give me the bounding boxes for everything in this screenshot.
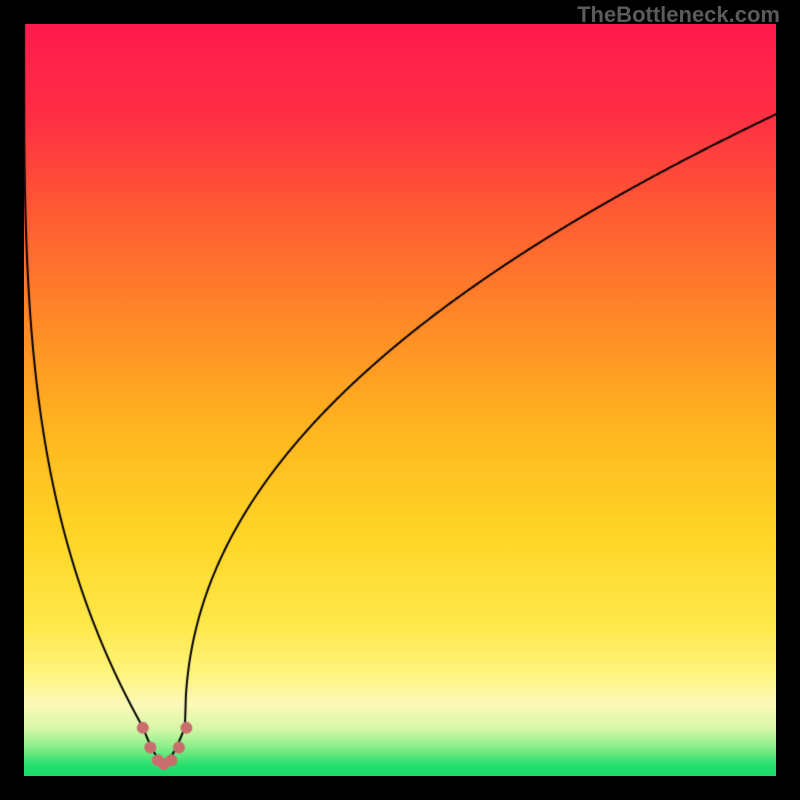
watermark-text: TheBottleneck.com [577,2,780,28]
plot-area [24,24,776,776]
chart-frame: TheBottleneck.com [0,0,800,800]
